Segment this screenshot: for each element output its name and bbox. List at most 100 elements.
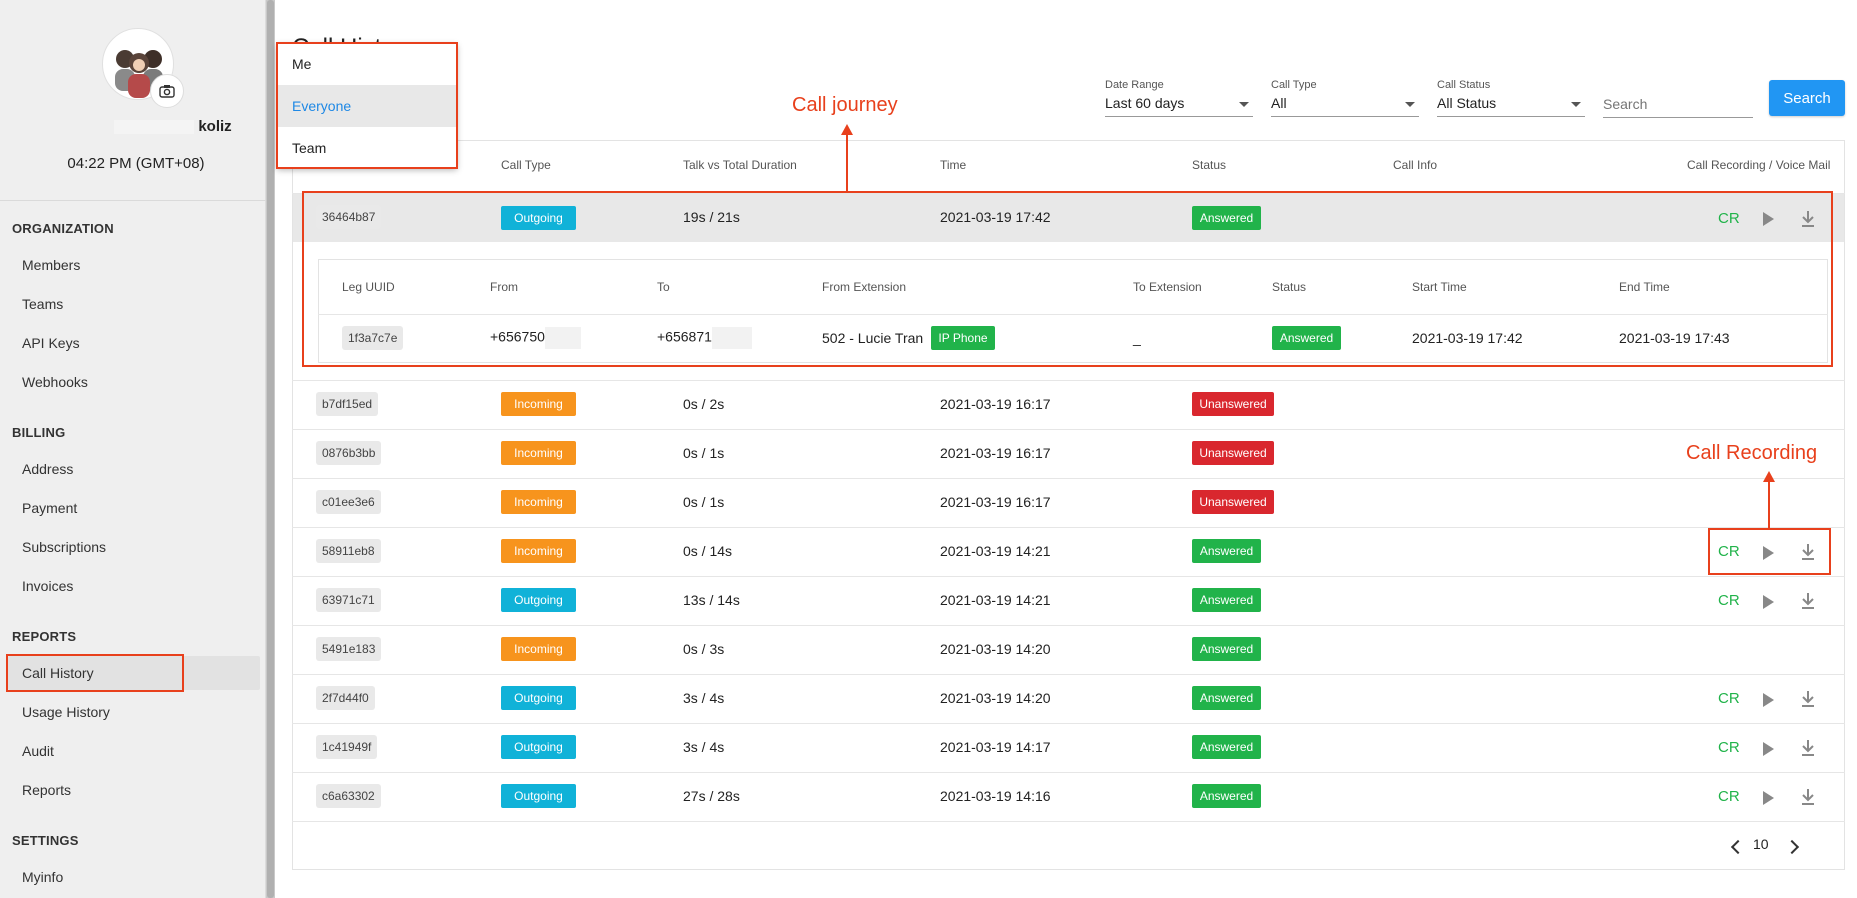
scrollbar-thumb[interactable] [267, 0, 274, 898]
row-divider [292, 772, 1845, 773]
row-divider [292, 527, 1845, 528]
play-icon[interactable] [1763, 212, 1774, 226]
call-time: 2021-03-19 16:17 [940, 445, 1051, 461]
section-reports: REPORTS [12, 629, 77, 644]
call-uuid[interactable]: 5491e183 [316, 637, 382, 661]
call-uuid[interactable]: 58911eb8 [316, 539, 381, 563]
page-size[interactable]: 10 [1753, 836, 1769, 852]
ip-phone-badge: IP Phone [931, 326, 995, 350]
sidebar-item-webhooks[interactable]: Webhooks [22, 374, 88, 390]
arrow-up-icon [1763, 471, 1775, 482]
call-uuid[interactable]: 63971c71 [316, 588, 381, 612]
status-badge: Answered [1192, 206, 1261, 230]
sidebar-item-audit[interactable]: Audit [22, 743, 54, 759]
leg-from-extension: 502 - Lucie Tran [822, 330, 924, 346]
section-organization: ORGANIZATION [12, 221, 114, 236]
download-icon[interactable] [1800, 788, 1816, 806]
call-uuid[interactable]: b7df15ed [316, 392, 379, 416]
menu-item-team[interactable]: Team [292, 140, 327, 156]
row-divider [292, 576, 1845, 577]
menu-item-me[interactable]: Me [292, 56, 312, 72]
row-divider [292, 723, 1845, 724]
search-field[interactable] [1603, 96, 1753, 118]
leg-status-badge: Answered [1272, 326, 1341, 350]
section-settings: SETTINGS [12, 833, 79, 848]
status-badge: Answered [1192, 686, 1261, 710]
sidebar-item-invoices[interactable]: Invoices [22, 578, 74, 594]
leg-header-uuid: Leg UUID [342, 280, 395, 294]
cr-link[interactable]: CR [1718, 690, 1740, 707]
call-uuid[interactable]: 2f7d44f0 [316, 686, 375, 710]
cr-link[interactable]: CR [1718, 543, 1740, 560]
play-icon[interactable] [1763, 595, 1774, 609]
call-time: 2021-03-19 16:17 [940, 396, 1051, 412]
sidebar-item-subscriptions[interactable]: Subscriptions [22, 539, 107, 555]
call-status-filter[interactable]: Call Status All Status [1437, 79, 1585, 117]
play-icon[interactable] [1763, 693, 1774, 707]
avatar[interactable] [102, 28, 184, 108]
call-uuid[interactable]: 36464b87 [316, 205, 382, 229]
cr-link[interactable]: CR [1718, 592, 1740, 609]
call-type-select[interactable]: All [1271, 95, 1419, 117]
status-badge: Answered [1192, 588, 1261, 612]
sidebar-scrollbar[interactable] [266, 0, 275, 898]
play-icon[interactable] [1763, 546, 1774, 560]
sidebar-item-myinfo[interactable]: Myinfo [22, 869, 64, 885]
sidebar-item-call-history[interactable]: Call History [22, 665, 94, 681]
call-uuid[interactable]: c01ee3e6 [316, 490, 381, 514]
call-time: 2021-03-19 16:17 [940, 494, 1051, 510]
call-type-badge: Outgoing [501, 588, 576, 612]
section-billing: BILLING [12, 425, 66, 440]
call-type-badge: Outgoing [501, 206, 576, 230]
leg-header-end-time: End Time [1619, 280, 1670, 294]
user-name: koliz [0, 118, 346, 135]
call-duration: 3s / 4s [683, 739, 725, 755]
sidebar-item-teams[interactable]: Teams [22, 296, 64, 312]
sidebar-active-highlight [8, 656, 260, 690]
annotation-call-journey: Call journey [792, 94, 898, 116]
download-icon[interactable] [1800, 690, 1816, 708]
call-type-badge: Outgoing [501, 735, 576, 759]
download-icon[interactable] [1800, 739, 1816, 757]
avatar-image [102, 28, 174, 100]
call-status-select[interactable]: All Status [1437, 95, 1585, 117]
call-uuid[interactable]: c6a63302 [316, 784, 381, 808]
call-uuid[interactable]: 0876b3bb [316, 441, 382, 465]
cr-link[interactable]: CR [1718, 210, 1740, 227]
sidebar-item-payment[interactable]: Payment [22, 500, 78, 516]
date-range-select[interactable]: Last 60 days [1105, 95, 1253, 117]
sidebar-item-api-keys[interactable]: API Keys [22, 335, 80, 351]
call-uuid[interactable]: 1c41949f [316, 735, 378, 759]
call-status-label: Call Status [1437, 79, 1491, 91]
call-type-badge: Incoming [501, 539, 576, 563]
redacted-block [711, 327, 752, 349]
search-input[interactable] [1603, 96, 1753, 112]
cr-link[interactable]: CR [1718, 739, 1740, 756]
menu-item-everyone[interactable]: Everyone [277, 85, 457, 127]
download-icon[interactable] [1800, 210, 1816, 228]
leg-to: +656871 [657, 327, 752, 349]
play-icon[interactable] [1763, 742, 1774, 756]
leg-start-time: 2021-03-19 17:42 [1412, 330, 1523, 346]
annotation-box-call-recording [1708, 528, 1831, 575]
camera-icon[interactable] [150, 74, 184, 108]
current-time: 04:22 PM (GMT+08) [67, 155, 205, 172]
sidebar-item-reports[interactable]: Reports [22, 782, 72, 798]
sidebar-item-members[interactable]: Members [22, 257, 81, 273]
cr-link[interactable]: CR [1718, 788, 1740, 805]
download-icon[interactable] [1800, 543, 1816, 561]
scope-menu: Me Everyone Team [277, 43, 457, 168]
date-range-filter[interactable]: Date Range Last 60 days [1105, 79, 1253, 117]
leg-uuid[interactable]: 1f3a7c7e [342, 326, 404, 350]
play-icon[interactable] [1763, 791, 1774, 805]
sidebar-item-address[interactable]: Address [22, 461, 74, 477]
annotation-arrow-line [846, 134, 848, 191]
status-badge: Answered [1192, 539, 1261, 563]
status-badge: Answered [1192, 735, 1261, 759]
sidebar-item-usage-history[interactable]: Usage History [22, 704, 110, 720]
header-call-type: Call Type [501, 158, 551, 172]
search-button[interactable]: Search [1769, 80, 1845, 116]
call-type-filter[interactable]: Call Type All [1271, 79, 1419, 117]
arrow-up-icon [841, 124, 853, 135]
download-icon[interactable] [1800, 592, 1816, 610]
